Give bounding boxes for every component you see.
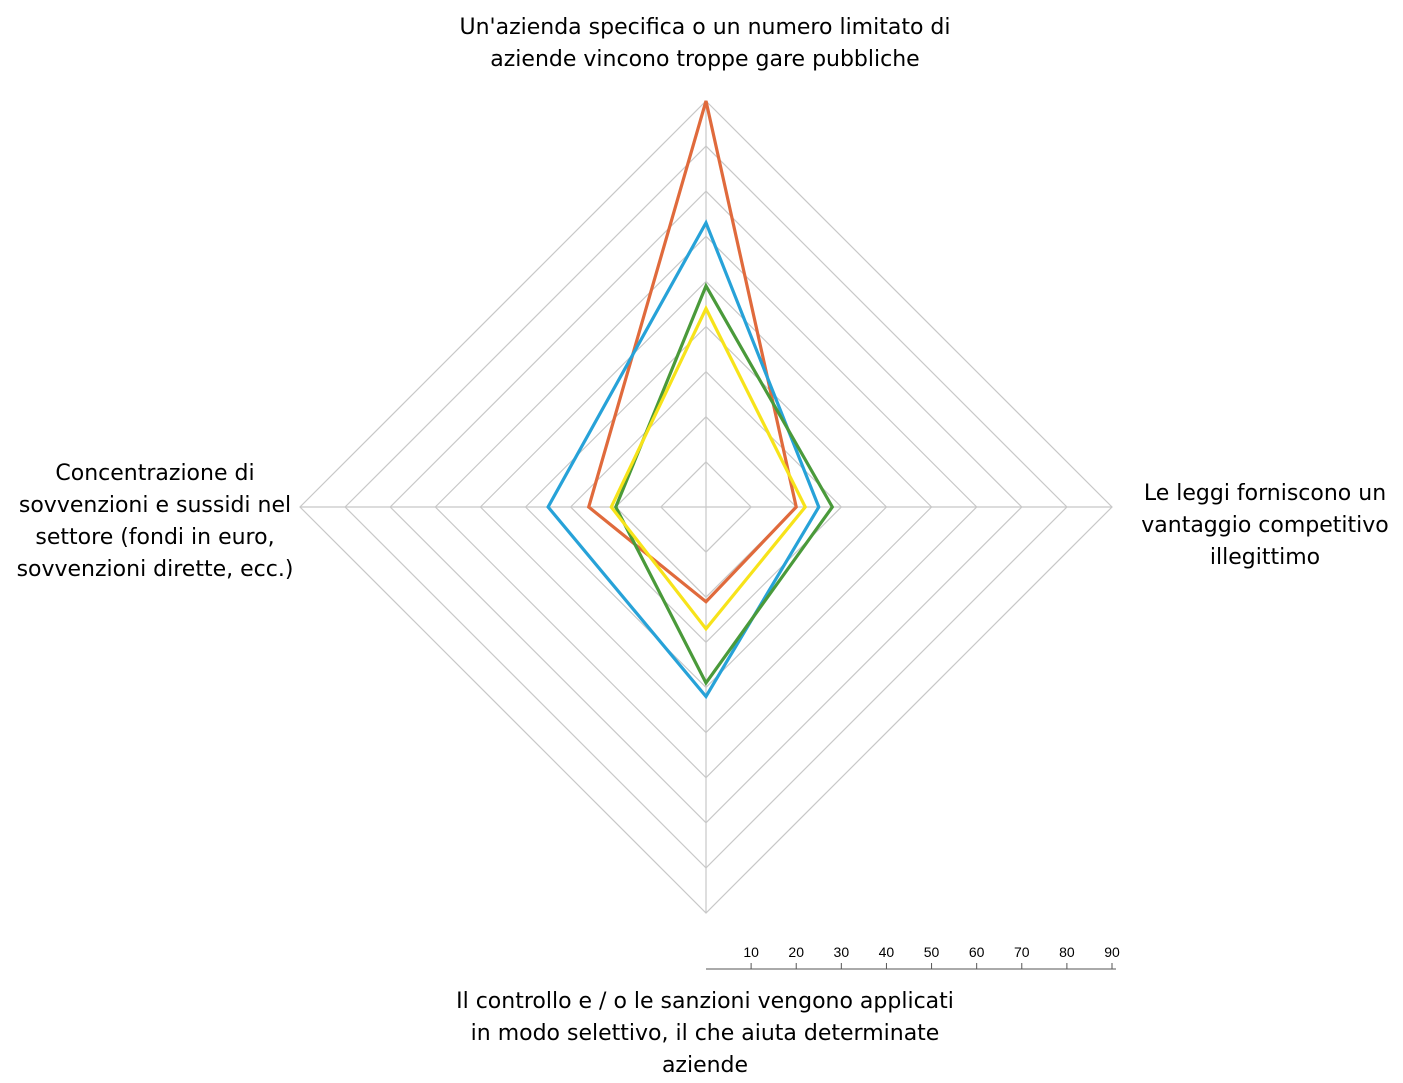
axis-label-line: Un'azienda specifica o un numero limitat… xyxy=(459,15,951,40)
axis-label-left: Concentrazione di sovvenzioni e sussidi … xyxy=(0,458,310,586)
scale-tick-label: 80 xyxy=(1059,944,1075,960)
axis-label-line: illegittimo xyxy=(1209,545,1321,570)
axis-label-line: Le leggi forniscono un xyxy=(1143,481,1387,506)
axis-label-line: aziende vincono troppe gare pubbliche xyxy=(490,47,920,72)
scale-tick-label: 10 xyxy=(743,944,759,960)
axis-label-bottom: Il controllo e / o le sanzioni vengono a… xyxy=(300,986,1110,1082)
series-line-2 xyxy=(546,219,821,700)
axis-label-line: Concentrazione di xyxy=(55,461,255,486)
axis-label-right: Le leggi forniscono un vantaggio competi… xyxy=(1120,478,1403,574)
series-line-4 xyxy=(609,304,808,632)
scale-tick-label: 40 xyxy=(879,944,895,960)
axis-label-line: sovvenzioni e sussidi nel xyxy=(18,493,292,518)
scale-tick-label: 90 xyxy=(1104,944,1120,960)
axis-label-line: aziende xyxy=(661,1053,749,1078)
radar-grid xyxy=(299,100,1113,914)
scale-tick-label: 70 xyxy=(1014,944,1030,960)
radar-series xyxy=(546,100,835,700)
axis-label-line: Il controllo e / o le sanzioni vengono a… xyxy=(456,989,954,1014)
scale-tick-label: 30 xyxy=(834,944,850,960)
radial-scale: 10 20 30 40 50 60 70 80 90 xyxy=(706,944,1120,970)
axis-label-line: sovvenzioni dirette, ecc.) xyxy=(16,557,294,582)
axis-label-top: Un'azienda specifica o un numero limitat… xyxy=(300,12,1110,76)
scale-tick-label: 60 xyxy=(969,944,985,960)
axis-label-line: in modo selettivo, il che aiuta determin… xyxy=(470,1021,940,1046)
scale-tick-label: 50 xyxy=(924,944,940,960)
series-line-1 xyxy=(586,100,798,604)
axis-label-line: settore (fondi in euro, xyxy=(35,525,275,550)
scale-tick-label: 20 xyxy=(788,944,804,960)
axis-label-line: vantaggio competitivo xyxy=(1141,513,1389,538)
